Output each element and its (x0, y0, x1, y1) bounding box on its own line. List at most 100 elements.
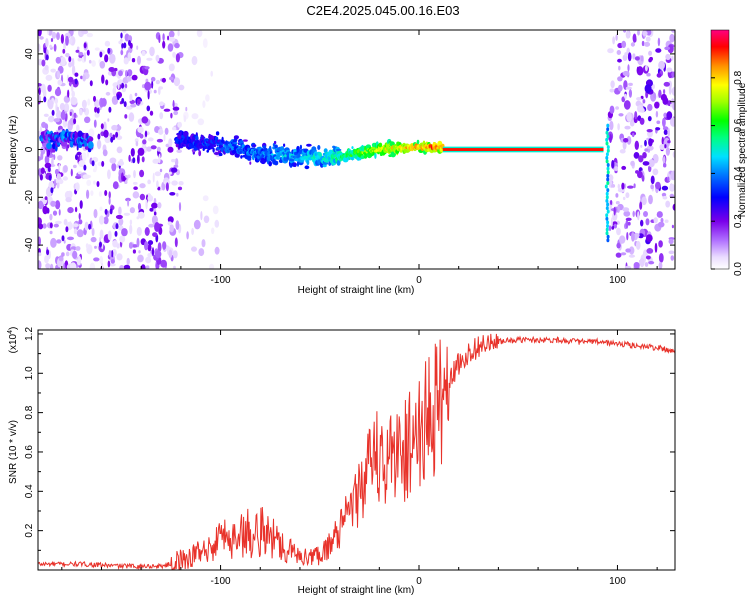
spectrogram-cell (170, 112, 173, 119)
spectrogram-cell (85, 243, 89, 249)
spectrogram-cell (666, 111, 673, 120)
spectrogram-cell (618, 65, 621, 71)
spectrogram-cell (167, 43, 174, 52)
spectrogram-cell (76, 46, 80, 51)
spectrogram-cell (94, 106, 98, 113)
spectrogram-cell (193, 219, 201, 230)
spectrogram-cell (610, 80, 615, 89)
spectrogram-cell (73, 223, 79, 227)
y-tick-label: 40 (24, 48, 35, 60)
spectrogram-cell (669, 33, 675, 43)
spectrogram-cell (642, 161, 650, 166)
spectrogram-cell (173, 77, 181, 87)
spectrogram-cell (42, 205, 48, 215)
spectrogram-cell (54, 178, 56, 189)
spectrogram-marks (38, 30, 675, 269)
spectrogram-cell (672, 203, 675, 211)
spectrogram-cell (645, 234, 653, 243)
spectrogram-cell (87, 98, 91, 106)
spectrogram-cell (145, 199, 148, 210)
spectrogram-cell (101, 74, 105, 84)
spectrogram-cell (49, 263, 54, 269)
spectrogram-cell (351, 146, 354, 150)
spectrogram-cell (54, 97, 59, 104)
spectrogram-cell (136, 216, 140, 220)
snr-scale-exponent: 4 (7, 330, 14, 334)
spectrogram-cell (38, 236, 41, 247)
spectrogram-cell (641, 196, 647, 206)
spectrogram-cell (226, 141, 231, 145)
spectrogram-cell (173, 164, 179, 168)
spectrogram-cell (111, 162, 117, 172)
spectrogram-cell (107, 260, 111, 268)
spectrogram-cell (191, 227, 195, 236)
spectrogram-cell (197, 118, 205, 126)
spectrogram-cell (132, 181, 138, 185)
spectrogram-cell (306, 143, 312, 147)
spectrogram-cell (175, 53, 180, 63)
spectrogram-cell (38, 223, 44, 230)
spectrogram-cell (621, 182, 625, 190)
spectrogram-cell (630, 42, 636, 47)
spectrogram-cell (126, 257, 130, 266)
spectrogram-cell (70, 246, 77, 251)
spectrogram-cell (74, 72, 79, 77)
spectrogram-cell (104, 136, 111, 144)
spectrogram-cell (110, 259, 116, 264)
spectrogram-cell (609, 134, 612, 143)
spectrogram-cell (157, 186, 161, 191)
spectrogram-cell (132, 157, 136, 164)
spectrogram-cell (119, 235, 126, 243)
spectrogram-cell (56, 106, 60, 111)
spectrogram-cell (136, 237, 140, 248)
spectrogram-cell (646, 129, 653, 133)
spectrogram-cell (63, 165, 68, 173)
spectrogram-cell (141, 50, 146, 56)
x-tick-label: 0 (416, 275, 422, 286)
spectrogram-cell (58, 209, 61, 216)
spectrogram-cell (215, 131, 220, 136)
spectrogram-cell (650, 175, 655, 185)
spectrogram-cell (605, 152, 609, 157)
spectrogram-carrier (442, 148, 604, 151)
spectrogram-cell (50, 187, 54, 194)
spectrogram-cell (252, 144, 257, 148)
colorbar: 0.0 0.2 0.4 0.6 0.8 Normalized spectral ampl… (710, 29, 748, 276)
spectrogram-cell (86, 179, 92, 186)
spectrogram-cell (233, 142, 238, 145)
spectrogram-cell (627, 52, 632, 62)
y-tick-label: -40 (24, 237, 35, 252)
spectrogram-cell (44, 155, 50, 165)
spectrogram-cell (623, 138, 629, 143)
spectrogram-cell (665, 53, 671, 61)
spectrogram-axes: -100 0 100 -40 -20 0 20 40 (24, 30, 675, 286)
spectrogram-cell (115, 131, 119, 138)
spectrogram-cell (38, 200, 44, 210)
spectrogram-cell (617, 58, 622, 63)
spectrogram-cell (168, 30, 175, 38)
svg-text:(x104): (x104) (7, 327, 19, 354)
colorbar-tick-label: 0.6 (733, 118, 744, 132)
spectrogram-cell (611, 184, 616, 188)
spectrogram-cell (104, 190, 108, 196)
spectrogram-cell (40, 167, 45, 174)
spectrogram-cell (650, 184, 654, 190)
spectrogram-cell (135, 141, 139, 147)
spectrogram-cell (134, 138, 139, 143)
spectrogram-cell (112, 86, 117, 96)
spectrogram-cell (156, 138, 163, 143)
spectrogram-cell (658, 253, 664, 263)
spectrogram-cell (671, 55, 674, 61)
spectrogram-cell (666, 67, 673, 73)
spectrogram-cell (90, 190, 94, 197)
spectrogram-cell (136, 98, 141, 105)
spectrogram-cell (168, 249, 173, 259)
spectrogram-cell (149, 207, 154, 212)
spectrogram-cell (212, 148, 215, 152)
spectrogram-cell (49, 230, 53, 235)
spectrogram-cell (118, 218, 124, 226)
spectrogram-cell (662, 195, 668, 200)
spectrogram-cell (131, 58, 136, 63)
spectrogram-cell (100, 123, 104, 130)
